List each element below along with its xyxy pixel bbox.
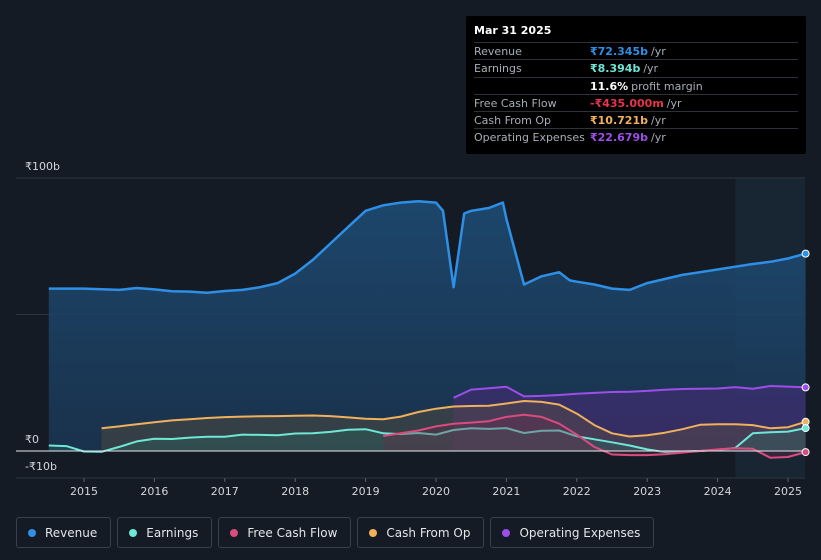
x-tick-label: 2019	[352, 485, 380, 498]
tooltip-row-unit: profit margin	[631, 79, 703, 93]
legend-item-earnings[interactable]: Earnings	[117, 517, 213, 548]
tooltip-row: Operating Expenses ₹22.679b/yr	[474, 128, 798, 145]
x-tick-label: 2023	[633, 485, 661, 498]
tooltip-row-value: ₹8.394b	[590, 62, 641, 76]
x-tick-label: 2024	[704, 485, 732, 498]
tooltip-row-unit: /yr	[650, 45, 666, 58]
tooltip-row-unit: /yr	[666, 96, 682, 110]
y-tick-label-zero: ₹0	[25, 433, 39, 446]
legend-item-cash-from-op[interactable]: Cash From Op	[357, 517, 485, 548]
tooltip-row: Free Cash Flow -₹435.000m/yr	[474, 93, 798, 111]
series-layer	[48, 199, 806, 459]
tooltip-row-label: Free Cash Flow	[474, 96, 557, 110]
earnings-line	[48, 427, 806, 454]
free-cash-flow-end-marker	[801, 448, 810, 457]
tooltip-row-label: Operating Expenses	[474, 131, 585, 145]
tooltip-row: Earnings ₹8.394b/yr	[474, 59, 798, 76]
tooltip-row-label: Earnings	[474, 62, 522, 76]
tooltip-row: 11.6% profit margin	[474, 76, 798, 94]
y-tick-label-top: ₹100b	[25, 160, 60, 173]
y-tick-label-neg: -₹10b	[25, 460, 57, 473]
legend-dot-icon	[502, 528, 511, 537]
tooltip-row-label: Revenue	[474, 45, 522, 58]
revenue-line	[48, 199, 806, 294]
x-tick-label: 2022	[563, 485, 591, 498]
tooltip-row-value: -₹435.000m	[590, 96, 664, 110]
cash-from-op-line	[101, 400, 806, 438]
x-tick-label: 2025	[774, 485, 802, 498]
free-cash-flow-area	[383, 414, 806, 458]
tooltip-row-value: ₹72.345b	[590, 45, 648, 58]
legend-dot-icon	[369, 528, 378, 537]
legend-dot-icon	[129, 528, 138, 537]
legend-item-operating-expenses[interactable]: Operating Expenses	[490, 517, 655, 548]
cash-from-op-area	[101, 401, 806, 451]
x-tick-label: 2018	[281, 485, 309, 498]
tooltip-row-label: Cash From Op	[474, 114, 552, 128]
earnings-area	[48, 428, 806, 453]
tooltip-row-value: ₹10.721b	[590, 114, 648, 128]
tooltip-panel: Mar 31 2025 Revenue ₹72.345b/yr Earnings ₹8…	[466, 16, 806, 154]
legend-label: Free Cash Flow	[247, 525, 338, 540]
end-markers	[801, 249, 810, 457]
tooltip-row-value: 11.6%	[590, 79, 629, 93]
tooltip-row: Revenue ₹72.345b/yr	[474, 42, 798, 59]
legend-label: Earnings	[146, 525, 199, 540]
x-tick-label: 2016	[140, 485, 168, 498]
tooltip-row-label	[474, 78, 590, 94]
x-tick-label: 2020	[422, 485, 450, 498]
x-axis: 2015 2016 2017 2018 2019 2020 2021 2022 2023 2024…	[70, 478, 802, 498]
legend-item-free-cash-flow[interactable]: Free Cash Flow	[218, 517, 352, 548]
legend-label: Operating Expenses	[519, 525, 641, 540]
legend-dot-icon	[28, 528, 36, 537]
tooltip-date: Mar 31 2025	[474, 24, 552, 37]
operating-expenses-line	[453, 385, 806, 399]
legend-label: Cash From Op	[386, 525, 471, 540]
revenue-area	[48, 201, 806, 451]
tooltip-row-value: ₹22.679b	[590, 131, 648, 145]
tooltip-row-unit: /yr	[643, 62, 659, 76]
operating-expenses-end-marker	[801, 383, 810, 392]
chart-area: ₹100b ₹0 -₹10b 2015 2016 2017 2018 2019 2020 2…	[16, 160, 810, 498]
legend-item-revenue[interactable]: Revenue	[16, 517, 112, 548]
legend-label: Revenue	[45, 525, 98, 540]
free-cash-flow-line	[383, 413, 806, 459]
x-tick-label: 2015	[70, 485, 98, 498]
x-tick-label: 2017	[211, 485, 239, 498]
tooltip-row-unit: /yr	[650, 114, 666, 128]
tooltip-row-unit: /yr	[650, 131, 666, 145]
x-tick-label: 2021	[492, 485, 520, 498]
legend: Revenue Earnings Free Cash Flow Cash From O…	[16, 517, 655, 548]
tooltip-row: Cash From Op ₹10.721b/yr	[474, 111, 798, 128]
legend-dot-icon	[230, 528, 239, 537]
revenue-end-marker	[801, 249, 810, 258]
earnings-end-marker	[801, 424, 810, 433]
